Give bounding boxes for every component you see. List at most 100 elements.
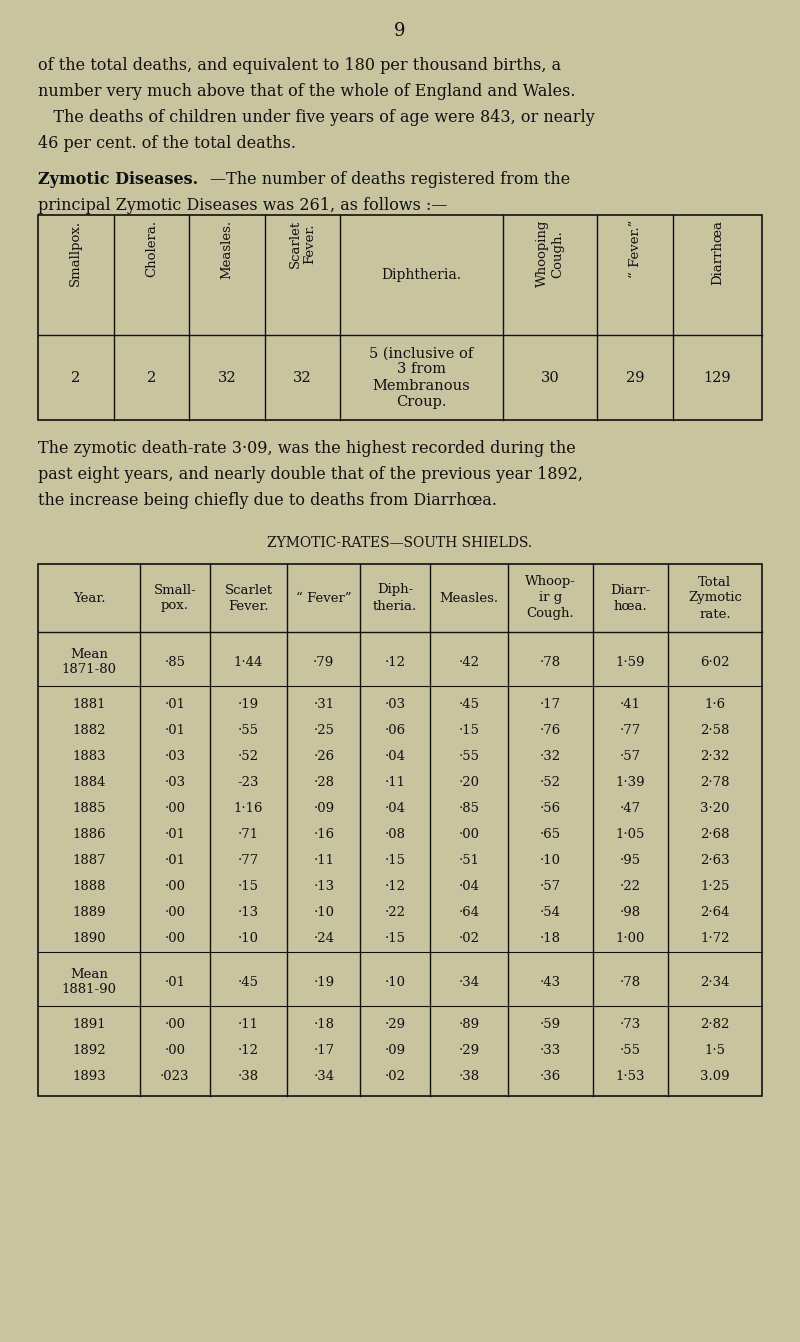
Text: ·01: ·01 xyxy=(164,855,186,867)
Text: ·00: ·00 xyxy=(164,803,186,816)
Text: of the total deaths, and equivalent to 180 per thousand births, a: of the total deaths, and equivalent to 1… xyxy=(38,56,561,74)
Text: ·26: ·26 xyxy=(314,750,334,764)
Text: ·00: ·00 xyxy=(164,1044,186,1057)
Text: 1881: 1881 xyxy=(72,698,106,711)
Text: ·02: ·02 xyxy=(385,1071,406,1083)
Text: Whooping
Cough.: Whooping Cough. xyxy=(536,220,564,287)
Text: ·04: ·04 xyxy=(385,803,406,816)
Text: ·01: ·01 xyxy=(164,698,186,711)
Text: ·17: ·17 xyxy=(540,698,561,711)
Text: Diarrhœa: Diarrhœa xyxy=(711,220,724,285)
Text: ·10: ·10 xyxy=(238,933,259,946)
Text: 1885: 1885 xyxy=(72,803,106,816)
Text: number very much above that of the whole of England and Wales.: number very much above that of the whole… xyxy=(38,83,575,101)
Text: 1·72: 1·72 xyxy=(700,933,730,946)
Text: Cholera.: Cholera. xyxy=(145,220,158,278)
Text: ·03: ·03 xyxy=(385,698,406,711)
Text: ·52: ·52 xyxy=(540,777,561,789)
Text: ·77: ·77 xyxy=(620,725,641,738)
Text: ·78: ·78 xyxy=(540,655,561,668)
Text: 32: 32 xyxy=(293,370,312,385)
Text: 30: 30 xyxy=(541,370,559,385)
Text: Whoop-
ir g
Cough.: Whoop- ir g Cough. xyxy=(525,576,576,620)
Text: 1·5: 1·5 xyxy=(705,1044,726,1057)
Text: 1886: 1886 xyxy=(72,828,106,841)
Text: ·29: ·29 xyxy=(385,1019,406,1032)
Text: ·18: ·18 xyxy=(314,1019,334,1032)
Text: ·54: ·54 xyxy=(540,906,561,919)
Text: ·03: ·03 xyxy=(164,750,186,764)
Text: ·55: ·55 xyxy=(238,725,259,738)
Text: ·45: ·45 xyxy=(458,698,479,711)
Text: 1·6: 1·6 xyxy=(704,698,726,711)
Text: Mean
1881-90: Mean 1881-90 xyxy=(62,968,117,996)
Text: ·98: ·98 xyxy=(620,906,641,919)
Text: 1·44: 1·44 xyxy=(234,655,263,668)
Text: 1·00: 1·00 xyxy=(616,933,645,946)
Text: the increase being chiefly due to deaths from Diarrhœa.: the increase being chiefly due to deaths… xyxy=(38,493,497,509)
Text: 1·53: 1·53 xyxy=(616,1071,646,1083)
Text: 1·59: 1·59 xyxy=(616,655,646,668)
Text: 129: 129 xyxy=(703,370,731,385)
Text: ·25: ·25 xyxy=(314,725,334,738)
Text: ·17: ·17 xyxy=(314,1044,334,1057)
Text: 3.09: 3.09 xyxy=(700,1071,730,1083)
Text: Scarlet
Fever.: Scarlet Fever. xyxy=(289,220,317,268)
Text: 1882: 1882 xyxy=(72,725,106,738)
Text: 1889: 1889 xyxy=(72,906,106,919)
Text: ·41: ·41 xyxy=(620,698,641,711)
Text: The deaths of children under five years of age were 843, or nearly: The deaths of children under five years … xyxy=(38,109,594,126)
Text: “ Fever”: “ Fever” xyxy=(296,592,352,604)
Text: 1·16: 1·16 xyxy=(234,803,263,816)
Text: 1888: 1888 xyxy=(72,880,106,894)
Text: ·15: ·15 xyxy=(458,725,479,738)
Text: ·45: ·45 xyxy=(238,976,259,989)
Text: ·64: ·64 xyxy=(458,906,479,919)
Text: ·57: ·57 xyxy=(540,880,561,894)
Text: ·36: ·36 xyxy=(540,1071,561,1083)
Text: Small-
pox.: Small- pox. xyxy=(154,584,196,612)
Text: ·00: ·00 xyxy=(164,1019,186,1032)
Text: ·77: ·77 xyxy=(238,855,259,867)
Text: 2·32: 2·32 xyxy=(700,750,730,764)
Text: 2: 2 xyxy=(71,370,80,385)
Text: ·01: ·01 xyxy=(164,976,186,989)
Text: Zymotic Diseases.: Zymotic Diseases. xyxy=(38,170,198,188)
Text: ·13: ·13 xyxy=(238,906,259,919)
Text: Diarr-
hœa.: Diarr- hœa. xyxy=(610,584,650,612)
Text: 9: 9 xyxy=(394,21,406,40)
Text: ·22: ·22 xyxy=(385,906,406,919)
Text: -23: -23 xyxy=(238,777,259,789)
Text: ·85: ·85 xyxy=(164,655,186,668)
Text: 2·68: 2·68 xyxy=(700,828,730,841)
Text: ·33: ·33 xyxy=(540,1044,561,1057)
Text: 1893: 1893 xyxy=(72,1071,106,1083)
Text: ·28: ·28 xyxy=(314,777,334,789)
Text: ·57: ·57 xyxy=(620,750,641,764)
Text: Diphtheria.: Diphtheria. xyxy=(382,268,462,282)
Text: ·06: ·06 xyxy=(385,725,406,738)
Text: ·00: ·00 xyxy=(164,906,186,919)
Text: 1·05: 1·05 xyxy=(616,828,645,841)
Text: 6·02: 6·02 xyxy=(700,655,730,668)
Text: ·11: ·11 xyxy=(385,777,406,789)
Text: 29: 29 xyxy=(626,370,644,385)
Text: ·22: ·22 xyxy=(620,880,641,894)
Text: ·71: ·71 xyxy=(238,828,259,841)
Text: ·10: ·10 xyxy=(540,855,561,867)
Bar xyxy=(38,564,762,1096)
Text: ·11: ·11 xyxy=(314,855,334,867)
Text: ·59: ·59 xyxy=(540,1019,561,1032)
Text: ·03: ·03 xyxy=(164,777,186,789)
Text: ·65: ·65 xyxy=(540,828,561,841)
Text: ·10: ·10 xyxy=(314,906,334,919)
Text: The zymotic death-rate 3·09, was the highest recorded during the: The zymotic death-rate 3·09, was the hig… xyxy=(38,440,576,458)
Text: 2·34: 2·34 xyxy=(700,976,730,989)
Text: ZYMOTIC-RATES—SOUTH SHIELDS.: ZYMOTIC-RATES—SOUTH SHIELDS. xyxy=(267,535,533,550)
Text: 1887: 1887 xyxy=(72,855,106,867)
Text: ·00: ·00 xyxy=(164,880,186,894)
Text: ·55: ·55 xyxy=(620,1044,641,1057)
Text: ·02: ·02 xyxy=(458,933,479,946)
Text: 2·63: 2·63 xyxy=(700,855,730,867)
Text: Measles.: Measles. xyxy=(220,220,234,279)
